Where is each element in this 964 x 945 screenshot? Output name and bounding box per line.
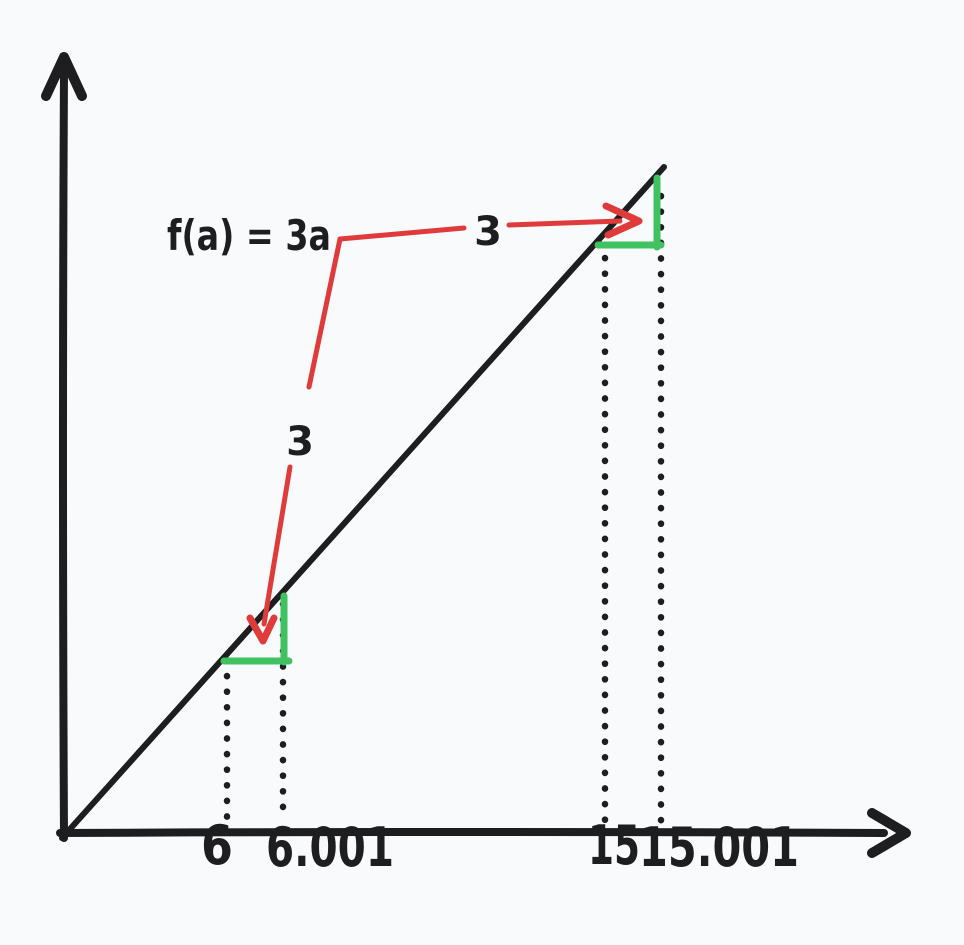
- function-line: [59, 164, 667, 841]
- red-annotation-arrows: [246, 202, 643, 645]
- y-axis-line: [59, 66, 68, 842]
- tick-label-6: 6: [201, 814, 233, 877]
- red-arrow-down-head-icon: [246, 614, 278, 645]
- tick-label-6-001: 6.001: [266, 816, 394, 879]
- tick-label-15-001: 15.001: [639, 816, 799, 879]
- red-arrow-down-segment-a: [306, 236, 343, 390]
- red-arrow-down-segment-b: [261, 464, 293, 627]
- y-axis-arrowhead-icon: [41, 52, 87, 101]
- red-arrow-right-segment-a: [337, 225, 467, 242]
- x-axis-arrowhead-icon: [867, 808, 911, 858]
- slope-marker-upper: [594, 174, 665, 251]
- slope-value-label-upper: 3: [474, 209, 502, 255]
- slope-value-label-lower: 3: [286, 419, 314, 465]
- x-axis-line: [56, 828, 888, 837]
- slope-marker-lower: [220, 592, 293, 666]
- tick-label-15: 15: [588, 814, 640, 877]
- red-arrow-right-head-icon: [602, 202, 643, 239]
- red-arrow-right-segment-b: [506, 218, 623, 228]
- function-label: f(a) = 3a: [167, 211, 331, 260]
- dotted-guide-lines: [223, 192, 665, 826]
